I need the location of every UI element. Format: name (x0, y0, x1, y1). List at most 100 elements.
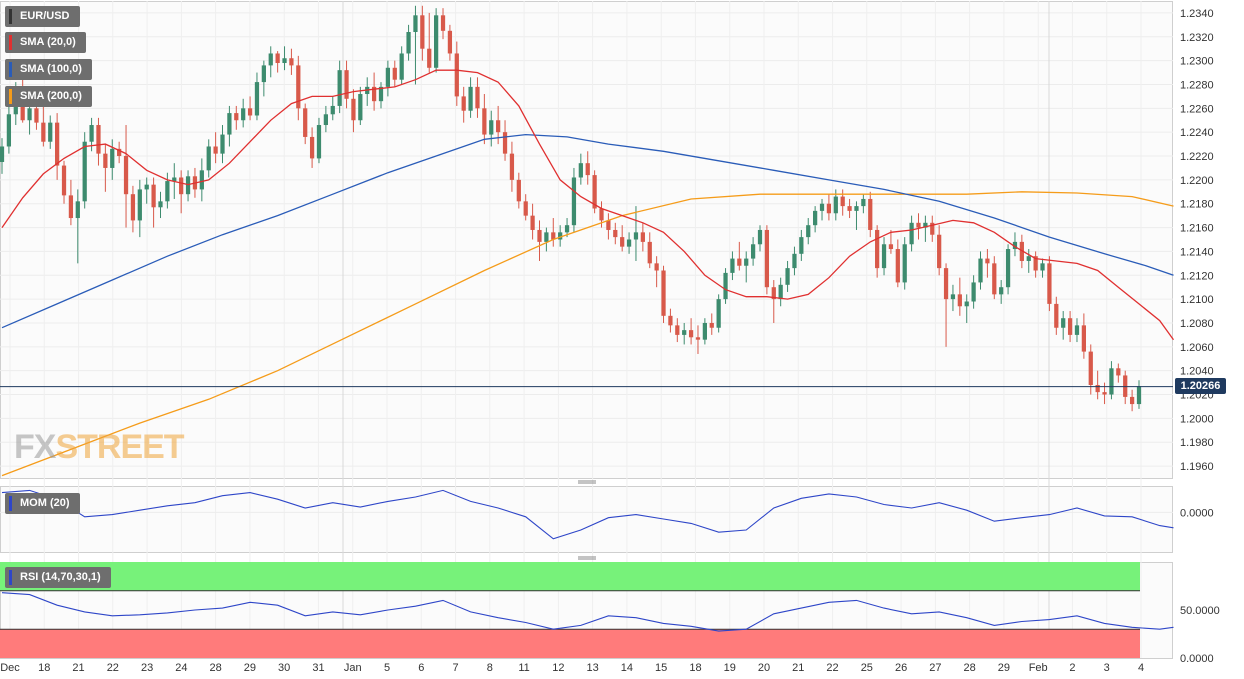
price-tick-label: 1.2100 (1180, 294, 1214, 306)
candle-body (943, 268, 949, 300)
mom-panel (0, 486, 1173, 553)
legend-sma20[interactable]: SMA (20,0) (5, 32, 86, 53)
candle-body (819, 203, 825, 211)
mom-line (1, 489, 1174, 540)
candle-body (496, 120, 501, 133)
candle-body (392, 67, 397, 80)
candle-body (420, 15, 425, 49)
candle-body (964, 301, 969, 307)
date-tick-label: 12 (552, 662, 564, 674)
candle-body (764, 229, 770, 288)
candle-body (103, 153, 108, 168)
candle-body (268, 53, 273, 66)
candle-body (447, 30, 453, 54)
legend-rsi[interactable]: RSI (14,70,30,1) (5, 567, 111, 588)
sma100-label: SMA (100,0) (20, 63, 82, 75)
sma20-label: SMA (20,0) (20, 36, 76, 48)
candle-body (571, 177, 577, 226)
date-tick-label: 18 (38, 662, 50, 674)
candle-body (351, 98, 356, 121)
candle-body (110, 148, 115, 168)
candle-body (564, 225, 570, 233)
candle-body (475, 86, 480, 109)
candle-body (289, 58, 294, 66)
candle-body (55, 122, 60, 166)
candle-body (1067, 318, 1073, 335)
date-tick-label: Dec (0, 662, 20, 674)
candle-body (971, 282, 976, 302)
price-tick-label: 1.2180 (1180, 199, 1214, 211)
candle-body (1054, 303, 1059, 328)
candle-body (0, 146, 5, 162)
candle-body (950, 294, 956, 300)
candle-body (799, 237, 804, 254)
date-tick-label: 29 (998, 662, 1010, 674)
date-tick-label: 19 (724, 662, 736, 674)
fxstreet-logo: FXSTREET (14, 428, 185, 467)
date-tick-label: 21 (72, 662, 84, 674)
candle-body (978, 258, 983, 283)
date-tick-label: 30 (278, 662, 290, 674)
mom-label: MOM (20) (20, 497, 70, 509)
candle-body (833, 196, 838, 214)
legend-sma100[interactable]: SMA (100,0) (5, 59, 92, 80)
candle-body (144, 184, 149, 190)
candle-body (585, 163, 590, 176)
mom-swatch (9, 496, 12, 511)
price-tick-label: 1.2060 (1180, 342, 1214, 354)
candle-body (930, 222, 935, 235)
candle-body (709, 322, 714, 328)
sma200-swatch (9, 89, 12, 104)
candle-body (640, 232, 645, 242)
candle-body (695, 337, 701, 340)
candle-body (957, 294, 962, 307)
candle-body (895, 249, 900, 283)
candle-body (179, 177, 184, 195)
candle-body (806, 225, 811, 238)
date-tick-label: 27 (929, 662, 941, 674)
main-panel (0, 1, 1173, 479)
date-tick-label: Jan (344, 662, 362, 674)
date-tick-label: 25 (861, 662, 873, 674)
candle-body (158, 201, 163, 208)
candle-body (323, 114, 328, 126)
date-tick-label: 31 (312, 662, 324, 674)
price-tick-label: 1.1960 (1180, 461, 1214, 473)
date-tick-label: 26 (895, 662, 907, 674)
sma20-line (1, 69, 1175, 341)
candle-body (1109, 368, 1114, 395)
date-tick-label: 7 (452, 662, 458, 674)
candle-body (916, 222, 921, 228)
price-tick-label: 1.2000 (1180, 413, 1214, 425)
candle-body (1061, 318, 1066, 328)
legend-symbol[interactable]: EUR/USD (5, 6, 80, 27)
candle-body (1033, 256, 1038, 271)
candle-body (661, 270, 666, 316)
candle-body (20, 94, 25, 121)
sma20-swatch (9, 35, 12, 50)
sma100-line (1, 133, 1174, 329)
price-tick-label: 1.2320 (1180, 32, 1214, 44)
price-tick-label: 1.2280 (1180, 79, 1214, 91)
price-tick-label: 1.1980 (1180, 437, 1214, 449)
legend-mom[interactable]: MOM (20) (5, 493, 80, 514)
price-tick-label: 1.2160 (1180, 223, 1214, 235)
candle-body (516, 179, 521, 202)
candle-body (247, 108, 253, 116)
candle-body (861, 198, 866, 207)
candle-body (847, 206, 852, 211)
rsi-tick-label: 0.0000 (1180, 653, 1214, 665)
candle-body (440, 15, 446, 31)
rsi-line (1, 592, 1174, 632)
price-tick-label: 1.2240 (1180, 127, 1214, 139)
candle-body (1102, 392, 1107, 395)
candle-body (89, 125, 94, 142)
candle-body (757, 229, 763, 245)
candle-body (117, 148, 122, 157)
candle-body (454, 53, 459, 97)
candle-body (199, 170, 204, 190)
price-tick-label: 1.2260 (1180, 103, 1214, 115)
candle-body (675, 325, 680, 335)
legend-sma200[interactable]: SMA (200,0) (5, 86, 92, 107)
